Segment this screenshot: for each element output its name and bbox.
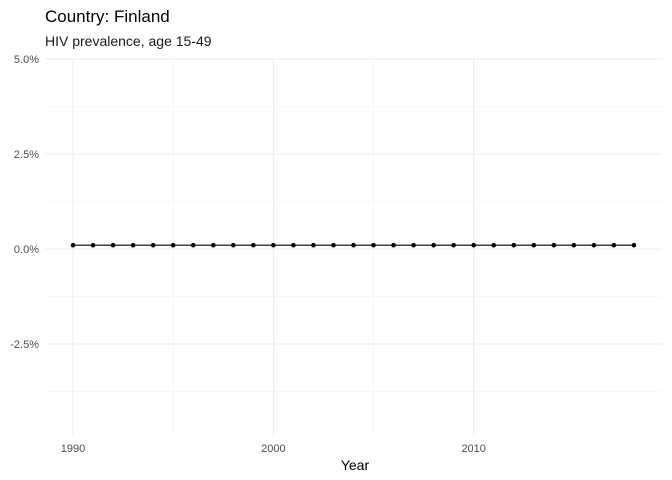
data-point <box>110 242 116 248</box>
data-point <box>531 242 537 248</box>
x-tick-label: 2000 <box>261 443 285 455</box>
data-point <box>170 242 176 248</box>
data-point <box>371 242 376 248</box>
y-tick-label: 2.5% <box>14 149 39 161</box>
data-point <box>431 242 436 248</box>
plot-marks <box>70 242 637 248</box>
x-axis-title: Year <box>341 457 370 473</box>
data-point <box>471 242 476 248</box>
data-point <box>190 242 196 248</box>
data-point <box>491 242 497 248</box>
data-point <box>511 242 517 248</box>
data-point <box>70 242 76 248</box>
y-tick-label: 0.0% <box>14 244 39 256</box>
data-point <box>130 242 136 248</box>
data-point <box>210 242 216 248</box>
data-point <box>591 242 597 248</box>
data-point <box>411 242 416 248</box>
data-point <box>391 242 396 248</box>
data-point <box>251 242 256 248</box>
x-axis-ticks: 1990 2000 2010 <box>61 443 486 455</box>
data-point <box>571 242 577 248</box>
data-point <box>291 242 296 248</box>
data-point <box>551 242 557 248</box>
x-tick-label: 1990 <box>61 443 85 455</box>
data-point <box>271 242 276 248</box>
data-point <box>150 242 156 248</box>
chart-subtitle: HIV prevalence, age 15-49 <box>45 33 212 49</box>
data-point <box>351 242 356 248</box>
y-tick-label: 5.0% <box>14 54 39 66</box>
x-tick-label: 2010 <box>461 443 485 455</box>
data-point <box>451 242 456 248</box>
data-point <box>231 242 236 248</box>
chart-title: Country: Finland <box>45 7 170 26</box>
data-point <box>311 242 316 248</box>
data-point <box>611 242 617 248</box>
data-point <box>90 242 96 248</box>
data-point <box>331 242 336 248</box>
y-axis-ticks: 5.0% 2.5% 0.0% -2.5% <box>10 54 39 351</box>
data-point <box>631 242 637 248</box>
y-tick-label: -2.5% <box>10 339 39 351</box>
